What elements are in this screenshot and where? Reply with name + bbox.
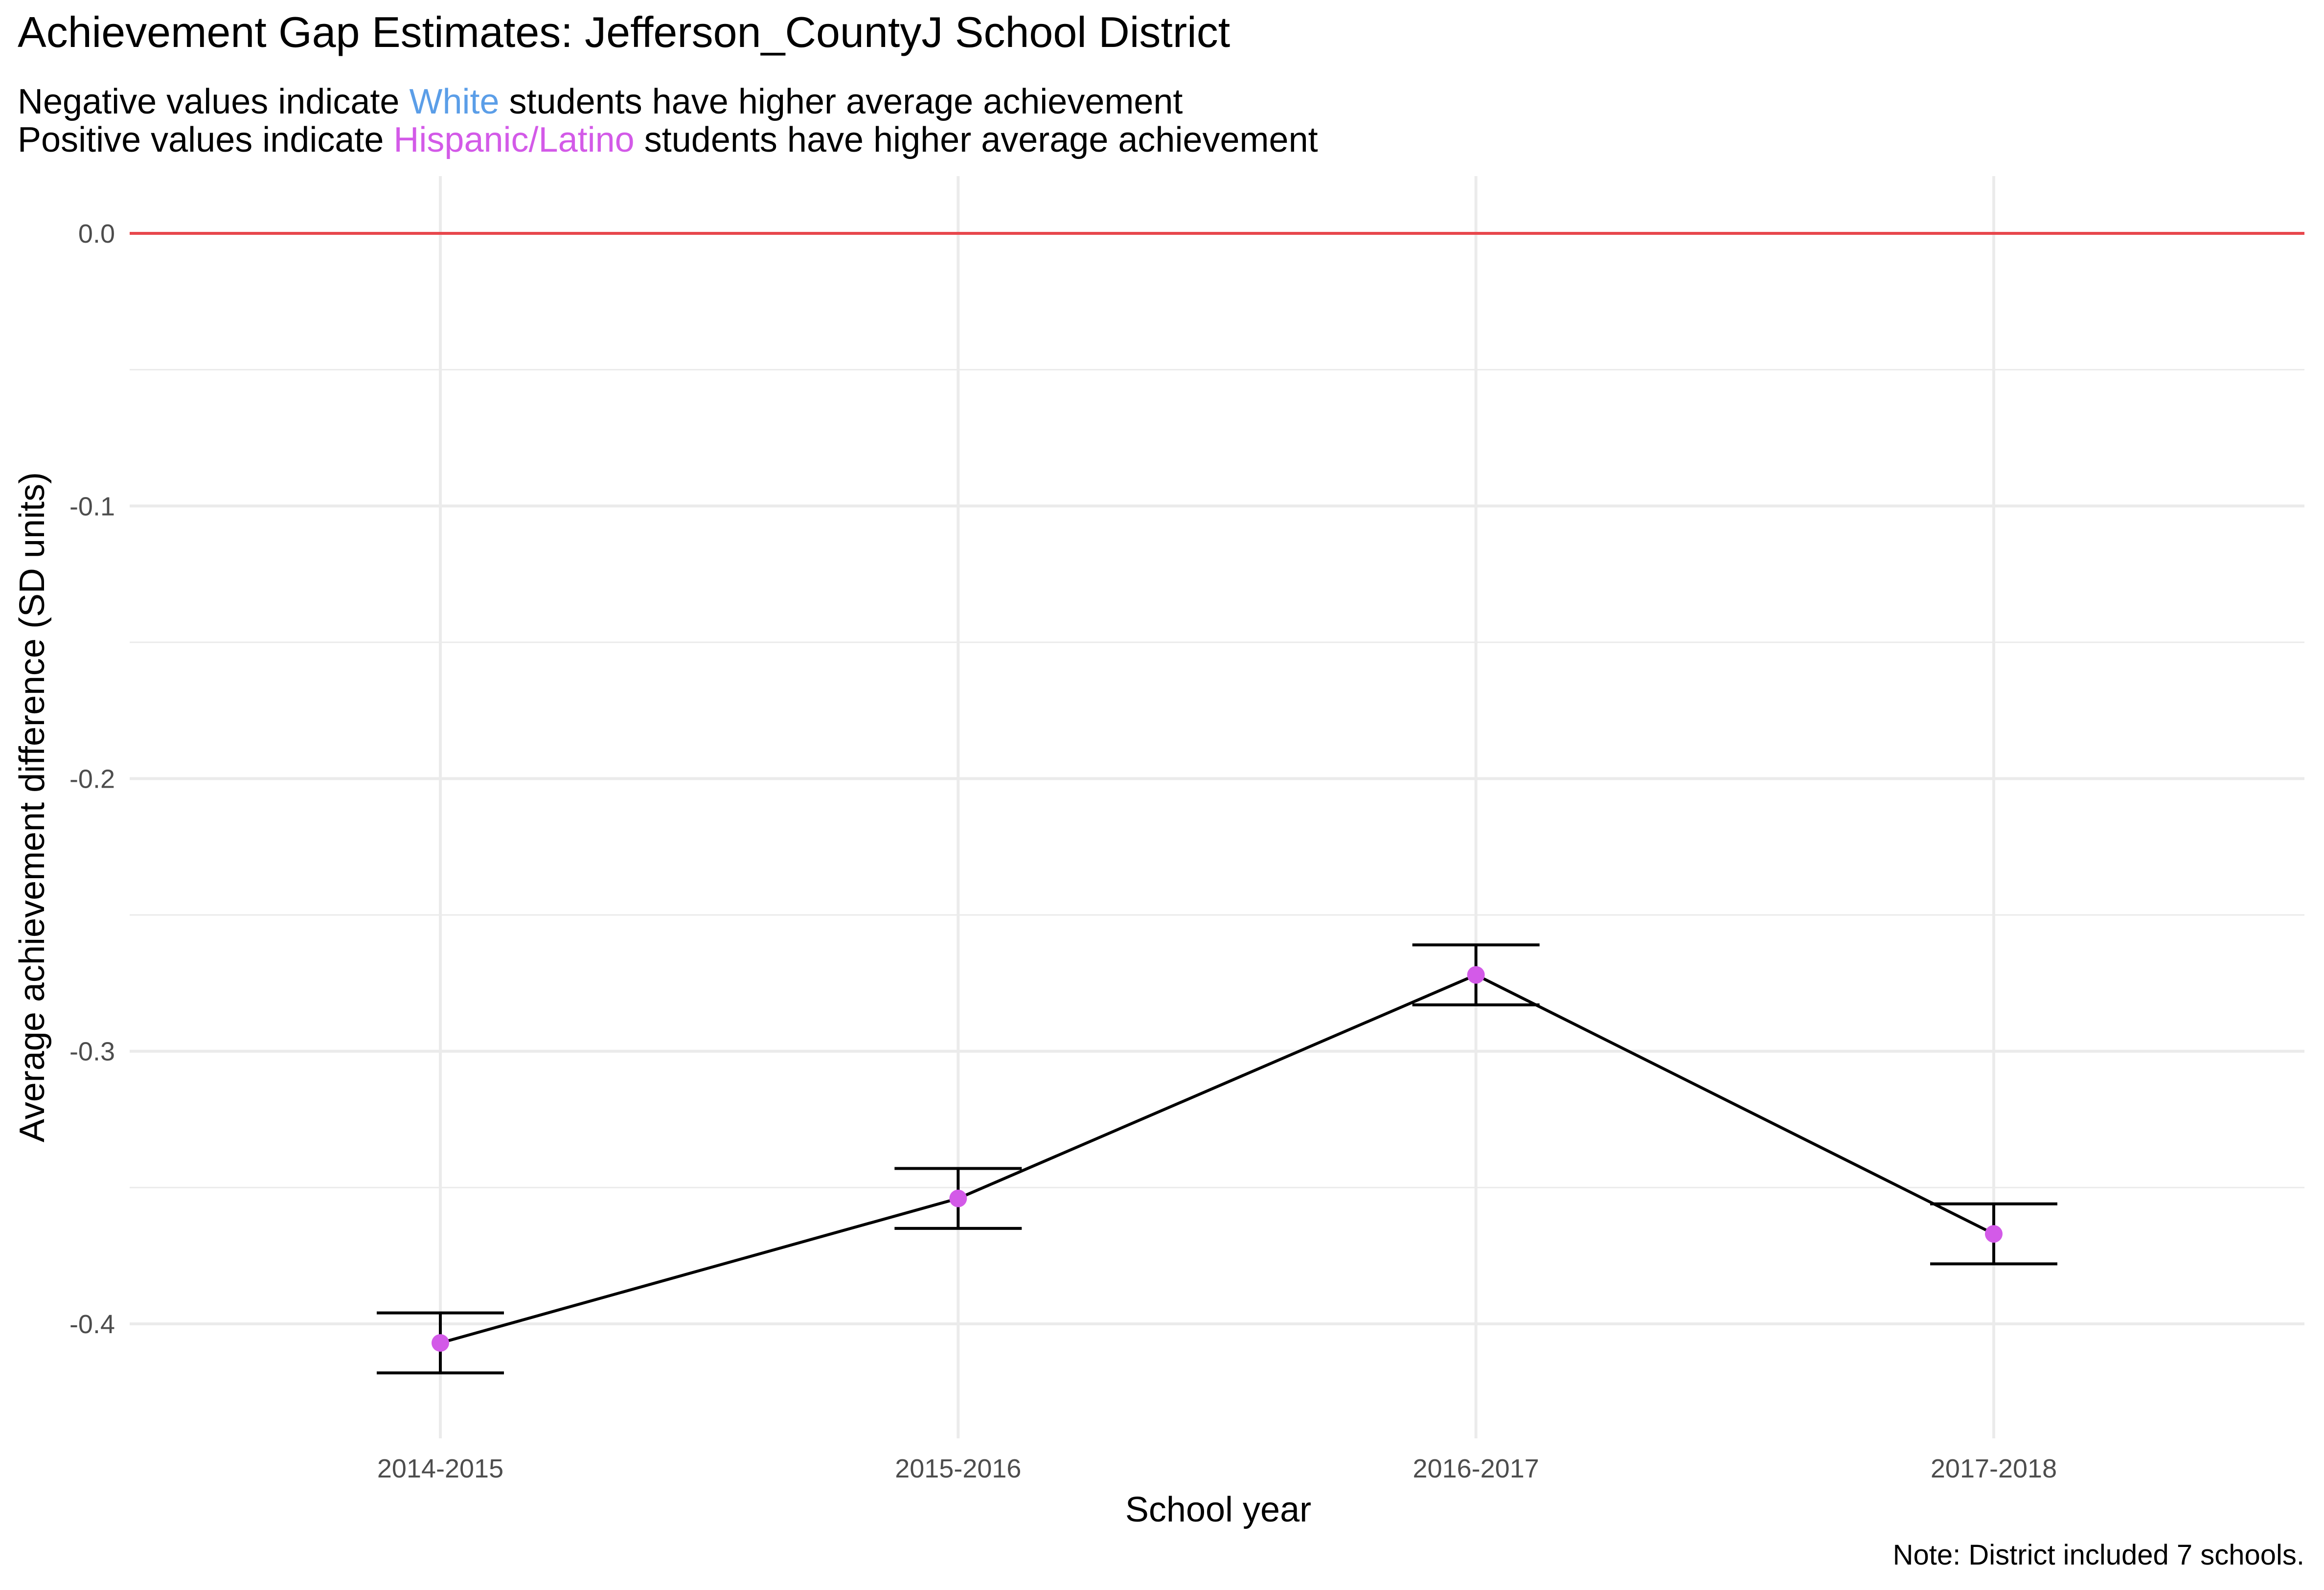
x-tick-label: 2014-2015 [377, 1454, 503, 1483]
x-tick-labels: 2014-2015 2015-2016 2016-2017 2017-2018 [377, 1454, 2057, 1483]
y-axis-title: Average achievement difference (SD units… [13, 472, 52, 1142]
x-tick-label: 2017-2018 [1931, 1454, 2057, 1483]
y-tick-label: -0.3 [69, 1037, 115, 1067]
x-axis-title: School year [1125, 1490, 1311, 1529]
subtitle-line-1: Negative values indicate White students … [18, 84, 1183, 119]
data-point [1985, 1225, 2003, 1243]
x-tick-label: 2016-2017 [1413, 1454, 1539, 1483]
error-bars [377, 943, 2057, 1375]
x-tick-label: 2015-2016 [895, 1454, 1021, 1483]
y-tick-label: -0.1 [69, 492, 115, 521]
data-point [432, 1334, 449, 1352]
subtitle-2-hispanic-highlight: Hispanic/Latino [393, 120, 635, 159]
series-line [440, 973, 1995, 1344]
subtitle-2-text-before: Positive values indicate [18, 120, 394, 159]
chart-title: Achievement Gap Estimates: Jefferson_Cou… [18, 8, 1230, 56]
data-point [1467, 966, 1485, 984]
y-tick-label: -0.4 [69, 1310, 115, 1339]
y-tick-label: -0.2 [69, 764, 115, 794]
subtitle-1-white-highlight: White [409, 82, 500, 121]
subtitle-line-2: Positive values indicate Hispanic/Latino… [18, 122, 1318, 158]
subtitle-1-text-after: students have higher average achievement [499, 82, 1183, 121]
data-point [949, 1189, 967, 1207]
grid-lines [130, 176, 2304, 1438]
data-points [432, 966, 2003, 1352]
y-tick-labels: 0.0 -0.1 -0.2 -0.3 -0.4 [69, 219, 115, 1339]
subtitle-1-text-before: Negative values indicate [18, 82, 410, 121]
subtitle-2-text-after: students have higher average achievement [634, 120, 1318, 159]
caption-note: Note: District included 7 schools. [1892, 1539, 2304, 1571]
series-line-group [440, 973, 1995, 1344]
y-tick-label: 0.0 [78, 219, 115, 249]
